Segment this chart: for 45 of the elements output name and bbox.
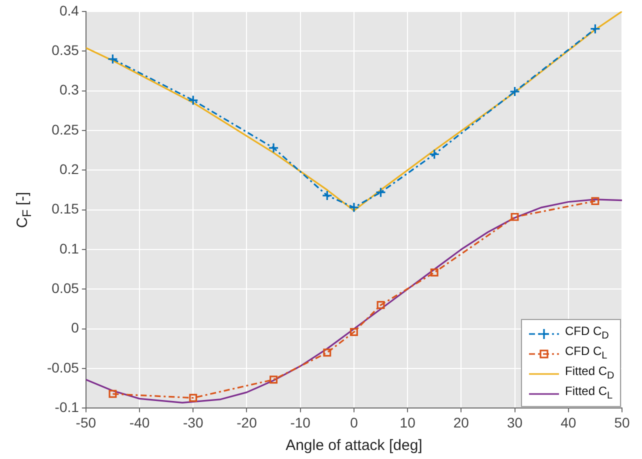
point (510, 212, 519, 221)
x-tick-label: 10 (400, 414, 416, 430)
legend-label: CFD C$_{D}$ (565, 324, 609, 342)
point (348, 202, 360, 213)
point (188, 94, 198, 106)
x-tick-label: 40 (560, 414, 576, 430)
point (591, 197, 600, 206)
y-tick-label: 0.2 (59, 160, 80, 177)
point (509, 86, 520, 97)
point (323, 348, 332, 357)
point (107, 54, 118, 64)
x-tick-label: -30 (183, 414, 204, 430)
point (350, 328, 358, 336)
point (429, 148, 440, 160)
point (270, 376, 278, 384)
y-tick-label: 0.15 (52, 200, 80, 217)
x-tick-label: 50 (614, 414, 630, 430)
y-tick-label: 0.1 (59, 240, 80, 256)
legend-label: Fitted C$_{D}$ (565, 364, 614, 382)
y-tick-label: -0.1 (54, 399, 80, 416)
y-tick-label: 0.4 (59, 2, 80, 18)
point (322, 190, 332, 201)
x-tick-label: -40 (129, 414, 150, 430)
point (268, 142, 279, 154)
y-tick-label: -0.05 (46, 359, 80, 376)
point (376, 301, 385, 310)
point (108, 390, 117, 398)
x-tick-label: 0 (350, 414, 358, 430)
x-tick-label: -10 (290, 414, 311, 430)
x-tick-label: 30 (506, 414, 523, 430)
x-axis-title: Angle of attack [deg] (286, 437, 422, 454)
point (430, 268, 438, 276)
point (189, 394, 198, 402)
y-tick-label: 0.35 (52, 42, 80, 58)
x-tick-label: 20 (453, 414, 470, 430)
y-tick-label: 0 (71, 320, 80, 336)
point (590, 24, 600, 34)
point (375, 187, 386, 198)
x-tick-label: -50 (76, 414, 96, 430)
legend-label: Fitted C$_{L}$ (565, 384, 613, 402)
y-tick-label: 0.3 (59, 82, 80, 98)
legend-label: CFD C$_{L}$ (565, 344, 608, 362)
x-tick-label: -20 (236, 414, 258, 430)
y-tick-label: 0.05 (52, 280, 80, 296)
y-tick-label: 0.25 (52, 121, 80, 138)
